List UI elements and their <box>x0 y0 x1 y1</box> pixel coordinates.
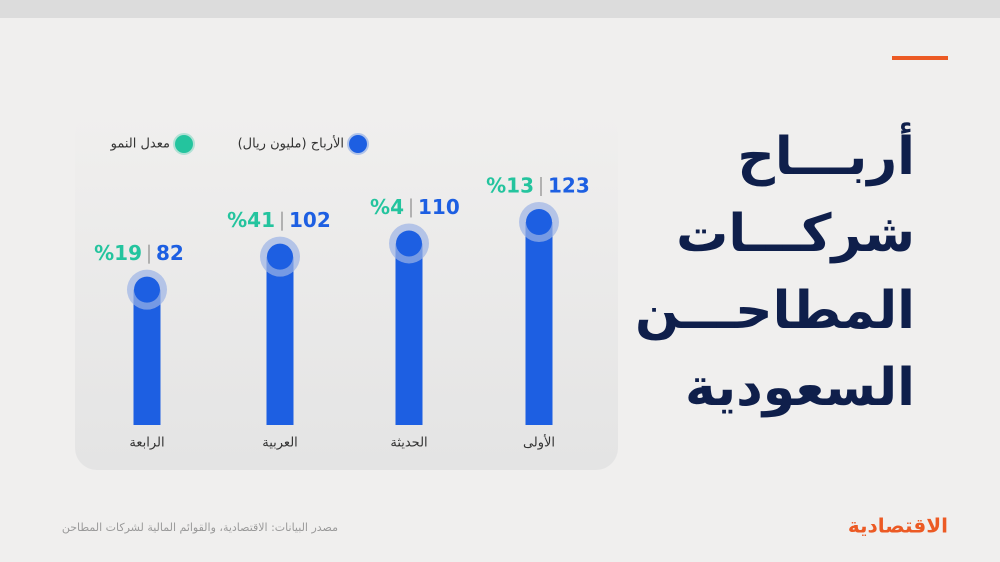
value-label: 110 <box>418 195 460 219</box>
value-label: 123 <box>548 174 590 198</box>
value-label: 102 <box>289 208 331 232</box>
growth-label: %41 <box>227 208 275 232</box>
bar-cap <box>267 243 293 270</box>
value-label: 82 <box>156 241 184 265</box>
x-tick-label: العربية <box>262 436 298 451</box>
chart-title: المطاحـــن <box>635 281 915 341</box>
bar-cap <box>526 209 552 235</box>
chart-panel <box>75 112 618 470</box>
bar-cap <box>396 230 422 257</box>
legend-marker <box>173 133 195 155</box>
legend-label: الأرباح (مليون ريال) <box>238 135 344 152</box>
chart-title: أربـــاح <box>737 122 915 187</box>
bar <box>133 289 161 425</box>
x-tick-label: الأولى <box>523 434 555 451</box>
legend-label: معدل النمو <box>110 137 170 152</box>
bar <box>266 256 294 425</box>
chart-title: السعودية <box>685 358 915 418</box>
source-note: مصدر البيانات: الاقتصادية، والقوائم الما… <box>62 521 338 534</box>
growth-label: %13 <box>486 174 534 198</box>
x-tick-label: الحديثة <box>390 436 427 451</box>
chart-title: شركـــات <box>676 204 915 264</box>
top-bar <box>0 0 1000 18</box>
x-tick-label: الرابعة <box>129 436 164 451</box>
growth-label: %4 <box>370 195 404 219</box>
bar <box>525 222 553 425</box>
bar <box>395 243 423 425</box>
legend-marker <box>347 133 369 155</box>
accent-line <box>892 56 948 60</box>
brand-logo: الاقتصادية <box>848 514 948 538</box>
growth-label: %19 <box>94 241 142 265</box>
bar-cap <box>134 276 160 303</box>
